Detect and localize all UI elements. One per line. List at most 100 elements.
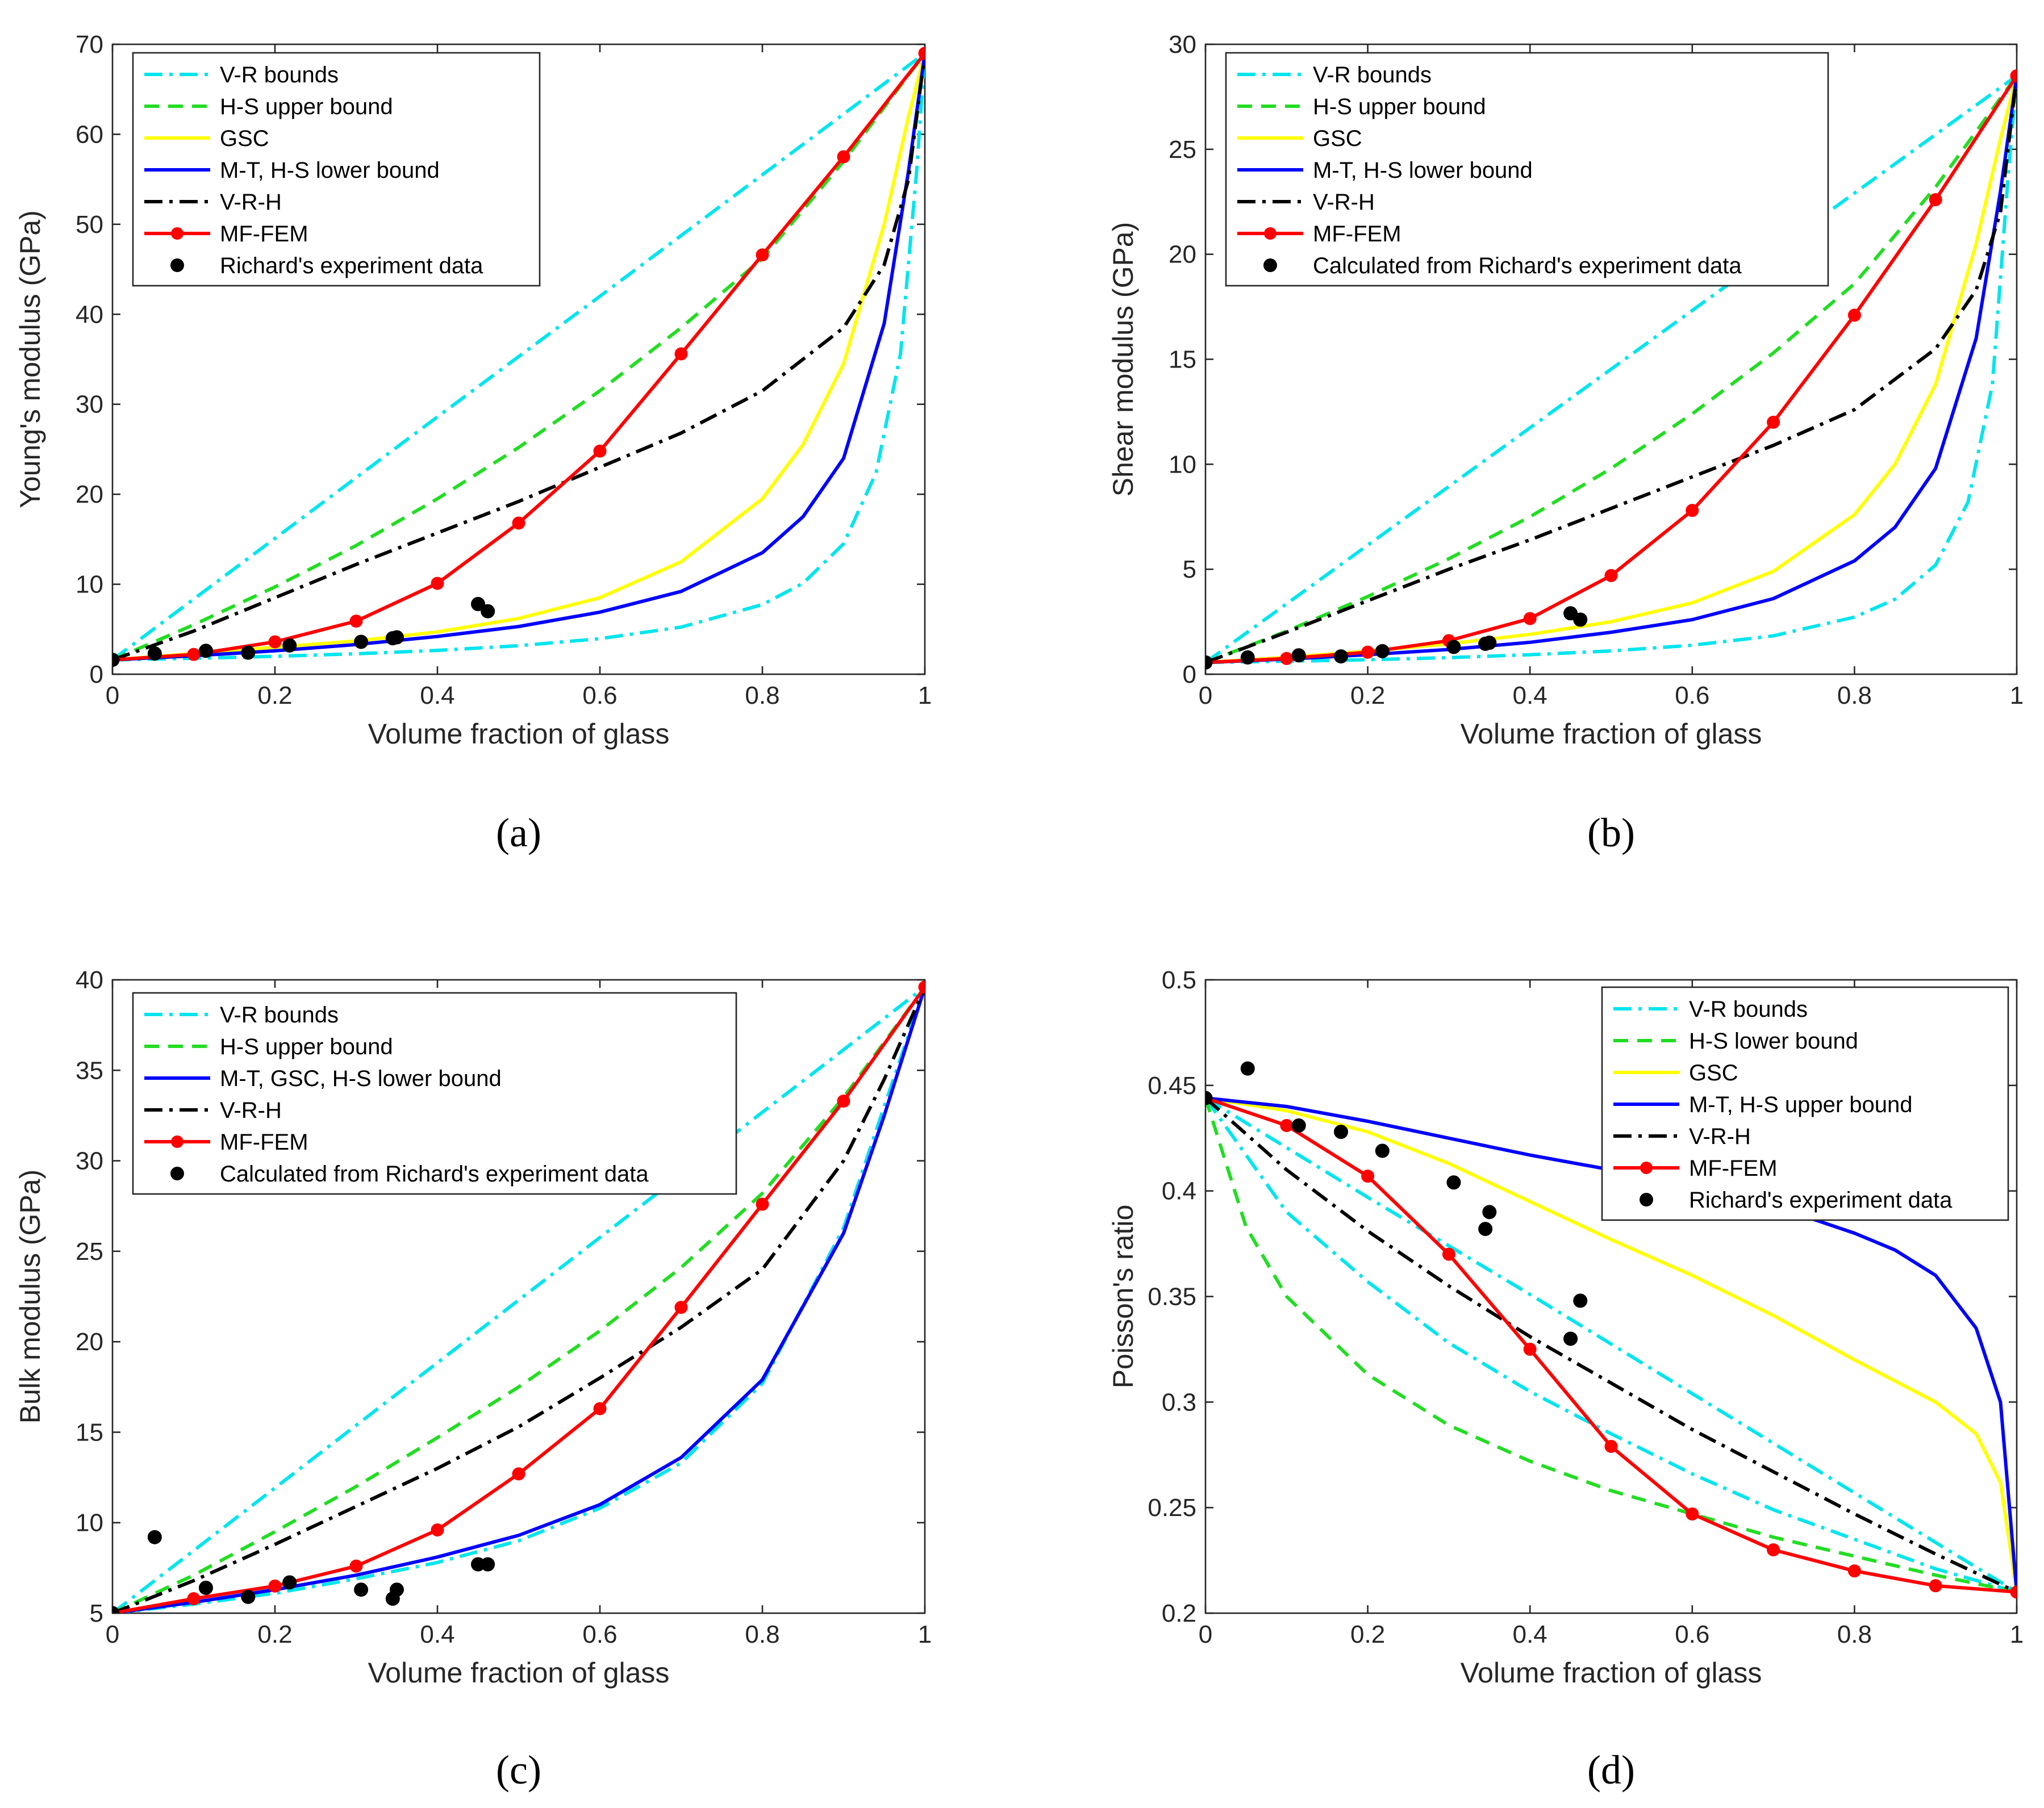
x-tick-label: 0 <box>1199 1621 1212 1648</box>
series-group <box>112 980 925 1613</box>
data-point-calculated-from-richard-s-experiment-data <box>1446 640 1461 654</box>
y-tick-label: 20 <box>76 481 103 508</box>
y-tick-label: 0.35 <box>1148 1283 1196 1311</box>
data-point-richard-s-experiment-data <box>390 630 404 645</box>
data-point-richard-s-experiment-data <box>1563 1331 1578 1346</box>
data-point-calculated-from-richard-s-experiment-data <box>481 1557 495 1572</box>
series-line-gsc <box>1205 1096 2017 1593</box>
x-tick-label: 0.4 <box>420 682 454 709</box>
series-line-m-t-gsc-h-s-lower-bound <box>112 986 925 1613</box>
series-marker-mf-fem <box>268 1579 282 1593</box>
y-axis-label: Bulk modulus (GPa) <box>14 1170 46 1423</box>
series-group <box>1205 69 2017 670</box>
legend-label-calculated-from-richard-s-experiment-data: Calculated from Richard's experiment dat… <box>220 1162 649 1187</box>
series-line-v-r-bound-lower <box>112 53 925 662</box>
data-point-calculated-from-richard-s-experiment-data <box>112 1606 120 1613</box>
data-point-calculated-from-richard-s-experiment-data <box>1482 636 1497 650</box>
series-marker-mf-fem <box>349 615 363 628</box>
data-point-richard-s-experiment-data <box>1482 1205 1497 1220</box>
legend-label-v-r-bounds: V-R bounds <box>1313 62 1432 87</box>
x-tick-label: 0.2 <box>257 1621 292 1648</box>
legend: V-R bounds H-S upper bound M-T, GSC, H-S l… <box>132 992 737 1195</box>
series-marker-mf-fem <box>593 1402 607 1415</box>
x-tick-label: 0.8 <box>745 1621 779 1648</box>
series-marker-mf-fem <box>1280 652 1294 665</box>
series-marker-mf-fem <box>1280 1118 1294 1132</box>
series-line-v-r-bounds <box>112 52 925 662</box>
x-tick-label: 0.4 <box>1513 682 1547 709</box>
y-tick-label: 15 <box>76 1418 103 1446</box>
series-line-v-r-h <box>1205 76 2017 665</box>
data-point-richard-s-experiment-data <box>1240 1061 1255 1076</box>
data-point-richard-s-experiment-data <box>471 596 485 611</box>
series-line-h-s-upper-bound <box>112 986 925 1613</box>
series-marker-mf-fem <box>2010 1585 2017 1599</box>
legend-marker-calculated-from-richard-s-experiment-data <box>1263 258 1277 272</box>
legend-label-v-r-h: V-R-H <box>220 1098 282 1123</box>
legend-marker-mf-fem <box>1264 227 1277 240</box>
data-point-calculated-from-richard-s-experiment-data <box>1375 644 1390 658</box>
panel-label: (d) <box>1587 1747 1635 1793</box>
x-tick-label: 0.8 <box>1837 682 1872 709</box>
y-tick-label: 10 <box>76 571 103 599</box>
legend-label-h-s-upper-bound: H-S upper bound <box>220 1034 393 1059</box>
x-tick-label: 0.6 <box>582 1621 617 1648</box>
series-marker-mf-fem <box>918 980 925 994</box>
series-marker-mf-fem <box>674 347 688 361</box>
y-tick-label: 0.3 <box>1162 1388 1196 1416</box>
legend-label-v-r-bounds: V-R bounds <box>220 1003 339 1028</box>
data-point-richard-s-experiment-data <box>1573 1293 1588 1308</box>
series-marker-mf-fem <box>1604 569 1618 582</box>
series-marker-mf-fem <box>1847 1564 1861 1578</box>
series-marker-mf-fem <box>2010 69 2017 82</box>
x-tick-label: 0 <box>106 1621 119 1648</box>
x-tick-label: 0.6 <box>1675 682 1709 709</box>
y-tick-label: 20 <box>1169 241 1196 269</box>
series-marker-mf-fem <box>1767 415 1780 429</box>
legend-label-v-r-h: V-R-H <box>1313 190 1375 215</box>
y-tick-label: 50 <box>76 211 103 239</box>
legend-label-v-r-bounds: V-R bounds <box>1689 997 1808 1022</box>
y-tick-label: 0 <box>1183 661 1196 688</box>
series-marker-mf-fem <box>1604 1439 1618 1453</box>
series-marker-mf-fem <box>837 150 850 164</box>
x-tick-label: 1 <box>2010 682 2024 709</box>
series-line-h-s-upper-bound <box>112 52 925 662</box>
legend-marker-calculated-from-richard-s-experiment-data <box>170 1167 184 1180</box>
legend-label-h-s-lower-bound: H-S lower bound <box>1689 1029 1858 1054</box>
legend-label-calculated-from-richard-s-experiment-data: Calculated from Richard's experiment dat… <box>1313 253 1742 278</box>
data-point-calculated-from-richard-s-experiment-data <box>1333 649 1348 664</box>
series-marker-mf-fem <box>756 248 769 262</box>
legend: V-R bounds H-S lower bound GSC M-T, H-S upp… <box>1601 986 2009 1221</box>
series-line-v-r-h <box>112 53 925 662</box>
y-tick-label: 5 <box>90 1600 103 1627</box>
y-tick-label: 30 <box>76 1147 103 1175</box>
series-line-v-r-bounds <box>1205 1096 2017 1594</box>
legend-label-v-r-h: V-R-H <box>1689 1124 1751 1149</box>
y-tick-label: 0.4 <box>1162 1178 1196 1205</box>
series-marker-mf-fem <box>593 444 607 458</box>
y-tick-label: 30 <box>1169 31 1196 59</box>
data-point-calculated-from-richard-s-experiment-data <box>354 1582 369 1597</box>
series-marker-mf-fem <box>431 577 444 590</box>
data-point-richard-s-experiment-data <box>1205 1091 1213 1105</box>
y-tick-label: 30 <box>76 391 103 419</box>
x-axis-label: Volume fraction of glass <box>1461 1657 1762 1689</box>
panel-label: (a) <box>496 810 541 855</box>
series-marker-mf-fem <box>1361 645 1375 659</box>
x-tick-label: 0.8 <box>1837 1621 1872 1648</box>
series-marker-mf-fem <box>674 1301 688 1314</box>
legend-label-richard-s-experiment-data: Richard's experiment data <box>1689 1188 1953 1213</box>
series-marker-mf-fem <box>187 1592 201 1606</box>
x-tick-label: 0 <box>1199 682 1212 709</box>
data-point-calculated-from-richard-s-experiment-data <box>282 1575 297 1590</box>
series-marker-mf-fem <box>1847 308 1861 322</box>
series-line-v-r-bounds <box>1205 74 2017 664</box>
y-tick-label: 0.25 <box>1148 1494 1196 1522</box>
legend-label-mf-fem: MF-FEM <box>220 222 308 247</box>
data-point-richard-s-experiment-data <box>147 646 162 661</box>
series-marker-mf-fem <box>918 47 925 60</box>
legend-label-mf-fem: MF-FEM <box>1313 222 1401 247</box>
series-marker-mf-fem <box>1929 193 1942 207</box>
